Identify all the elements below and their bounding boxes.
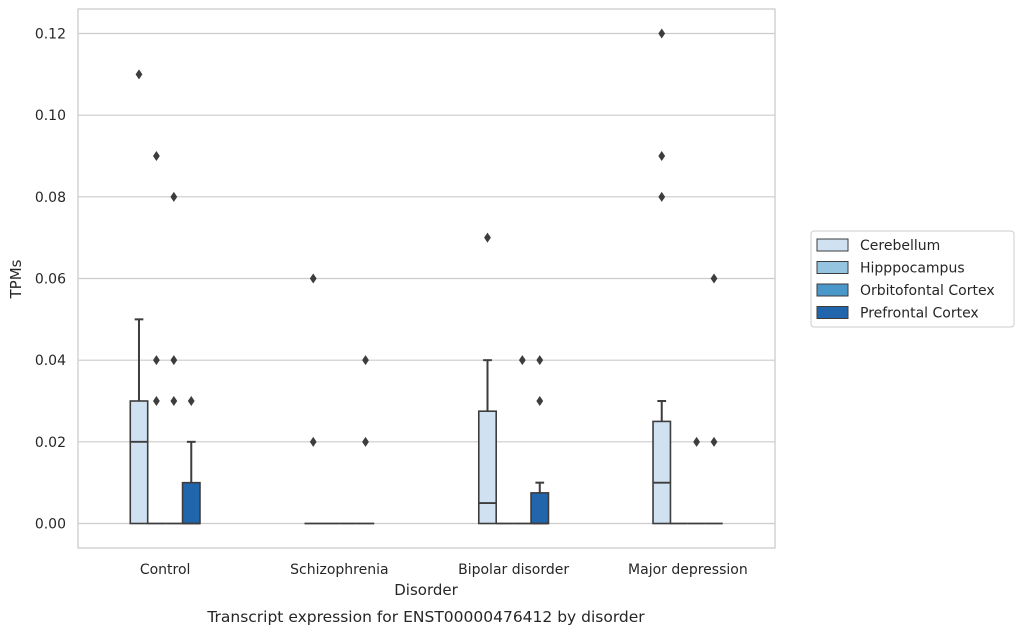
x-axis-title: Disorder [394, 581, 458, 599]
box-plots [129, 28, 723, 525]
outlier-point [658, 151, 666, 161]
legend-label: Cerebellum [860, 238, 940, 254]
box-orbitofontal-cortex [165, 191, 183, 525]
box-orbitofontal-cortex [513, 355, 532, 525]
y-tick-label: 0.12 [35, 27, 66, 43]
y-tick-label: 0.06 [35, 272, 66, 288]
outlier-point [710, 436, 718, 447]
legend-swatch [816, 283, 849, 297]
legend-swatch [816, 261, 849, 274]
outlier-point [170, 355, 178, 366]
outlier-point [536, 355, 544, 366]
legend-label: Hipppocampus [860, 261, 965, 277]
legend-swatch [816, 238, 849, 252]
y-tick-label: 0.08 [35, 190, 66, 206]
outlier-point [135, 69, 143, 80]
box-cerebellum [652, 28, 672, 525]
outlier-point [187, 396, 195, 406]
outlier-point [362, 355, 369, 366]
box-body [477, 410, 497, 525]
outlier-point [536, 396, 544, 406]
outlier-point [658, 28, 666, 39]
box-orbitofontal-cortex [687, 436, 706, 525]
box-hipppocampus [147, 151, 166, 525]
box-prefrontal-cortex [356, 355, 375, 525]
outlier-point [658, 191, 666, 202]
y-axis-title: TPMs [7, 259, 25, 299]
box-cerebellum [304, 273, 322, 525]
box-prefrontal-cortex [181, 396, 201, 525]
y-tick-label: 0.02 [35, 435, 66, 451]
y-tick-label: 0.00 [35, 517, 66, 533]
legend-swatch [816, 306, 849, 319]
outlier-point [309, 273, 317, 284]
box-cerebellum [129, 69, 149, 525]
box-cerebellum [477, 232, 497, 525]
box-body [652, 420, 672, 525]
outlier-point [710, 273, 718, 284]
outlier-point [153, 355, 160, 366]
box-prefrontal-cortex [530, 355, 550, 525]
outlier-point [170, 396, 178, 406]
outlier-point [693, 436, 700, 447]
chart-caption: Transcript expression for ENST0000047641… [206, 608, 645, 626]
legend: Cerebellum Hipppocampus Orbitofontal Corte… [810, 230, 1015, 328]
legend-label: Prefrontal Cortex [860, 306, 979, 322]
x-tick-label: Control [140, 562, 191, 578]
y-tick-labels: 0.00 0.02 0.04 0.06 0.08 0.10 0.12 [35, 27, 66, 533]
y-tick-label: 0.04 [35, 353, 66, 369]
outlier-point [518, 355, 526, 366]
outlier-point [170, 191, 178, 202]
outlier-point [362, 436, 369, 447]
box-body [129, 400, 149, 525]
x-tick-labels: Control Schizophrenia Bipolar disorder Majo… [140, 562, 748, 578]
legend-label: Orbitofontal Cortex [860, 283, 995, 299]
x-tick-label: Schizophrenia [290, 562, 388, 578]
outlier-point [153, 151, 160, 161]
outlier-point [309, 436, 317, 447]
x-tick-label: Major depression [628, 562, 748, 578]
outlier-point [153, 396, 160, 406]
legend-frame [810, 230, 1015, 328]
outlier-point [484, 232, 491, 243]
box-body [530, 492, 550, 525]
x-tick-label: Bipolar disorder [458, 562, 569, 578]
y-tick-label: 0.10 [35, 108, 66, 124]
box-prefrontal-cortex [705, 273, 723, 525]
box-body [181, 481, 201, 525]
